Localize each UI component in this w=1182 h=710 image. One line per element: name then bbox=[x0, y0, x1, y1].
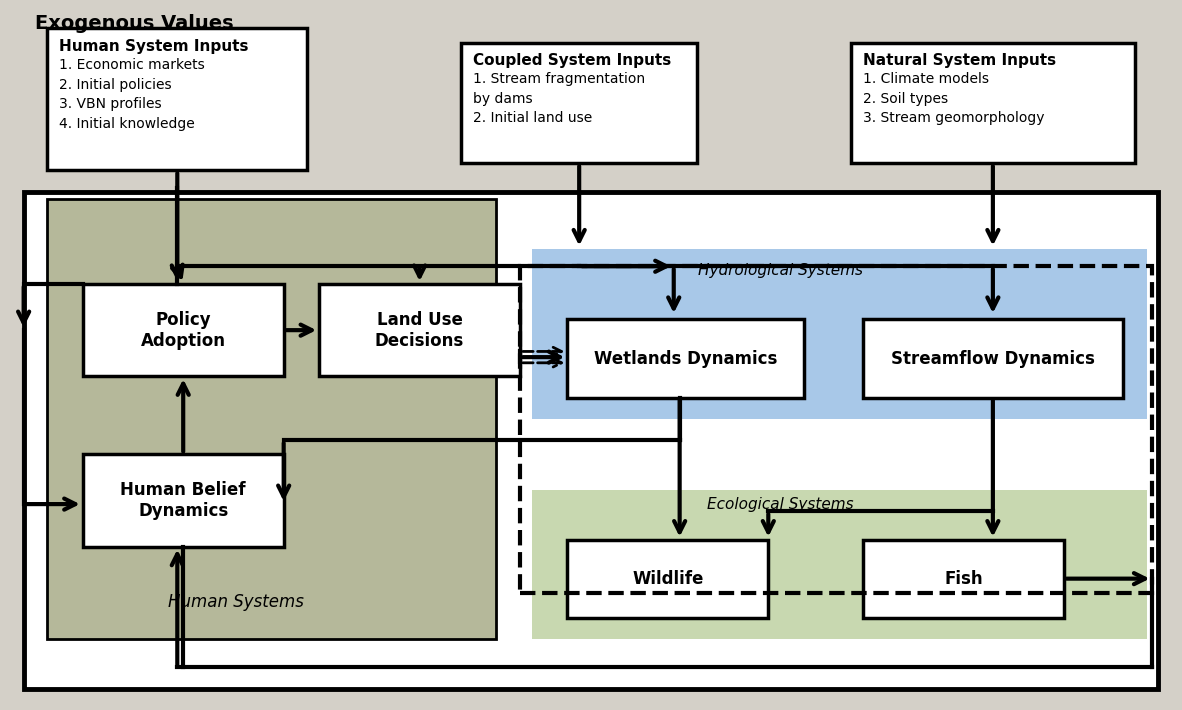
Text: Ecological Systems: Ecological Systems bbox=[707, 497, 853, 512]
Text: Human Belief
Dynamics: Human Belief Dynamics bbox=[121, 481, 246, 520]
Text: 1. Stream fragmentation
by dams
2. Initial land use: 1. Stream fragmentation by dams 2. Initi… bbox=[473, 72, 645, 126]
FancyBboxPatch shape bbox=[863, 540, 1064, 618]
Text: Policy
Adoption: Policy Adoption bbox=[141, 311, 226, 349]
FancyBboxPatch shape bbox=[47, 28, 307, 170]
Text: Wildlife: Wildlife bbox=[632, 569, 703, 588]
FancyBboxPatch shape bbox=[12, 7, 1170, 192]
FancyBboxPatch shape bbox=[24, 192, 1158, 689]
Text: Fish: Fish bbox=[944, 569, 982, 588]
FancyBboxPatch shape bbox=[532, 248, 1147, 419]
Text: Streamflow Dynamics: Streamflow Dynamics bbox=[891, 349, 1095, 368]
Text: Natural System Inputs: Natural System Inputs bbox=[863, 53, 1056, 68]
Text: Land Use
Decisions: Land Use Decisions bbox=[375, 311, 465, 349]
FancyBboxPatch shape bbox=[567, 540, 768, 618]
Text: Hydrological Systems: Hydrological Systems bbox=[697, 263, 863, 278]
FancyBboxPatch shape bbox=[532, 490, 1147, 639]
FancyBboxPatch shape bbox=[863, 320, 1123, 398]
Text: Coupled System Inputs: Coupled System Inputs bbox=[473, 53, 671, 68]
Text: Exogenous Values: Exogenous Values bbox=[35, 14, 234, 33]
FancyBboxPatch shape bbox=[319, 284, 520, 376]
FancyBboxPatch shape bbox=[461, 43, 697, 163]
Bar bbox=[520, 266, 1152, 593]
FancyBboxPatch shape bbox=[83, 454, 284, 547]
FancyBboxPatch shape bbox=[851, 43, 1135, 163]
Text: Human Systems: Human Systems bbox=[169, 593, 304, 611]
Text: Wetlands Dynamics: Wetlands Dynamics bbox=[593, 349, 778, 368]
Text: 1. Climate models
2. Soil types
3. Stream geomorphology: 1. Climate models 2. Soil types 3. Strea… bbox=[863, 72, 1045, 126]
Text: 1. Economic markets
2. Initial policies
3. VBN profiles
4. Initial knowledge: 1. Economic markets 2. Initial policies … bbox=[59, 58, 204, 131]
FancyBboxPatch shape bbox=[83, 284, 284, 376]
FancyBboxPatch shape bbox=[567, 320, 804, 398]
FancyBboxPatch shape bbox=[47, 199, 496, 639]
Text: Human System Inputs: Human System Inputs bbox=[59, 39, 248, 54]
